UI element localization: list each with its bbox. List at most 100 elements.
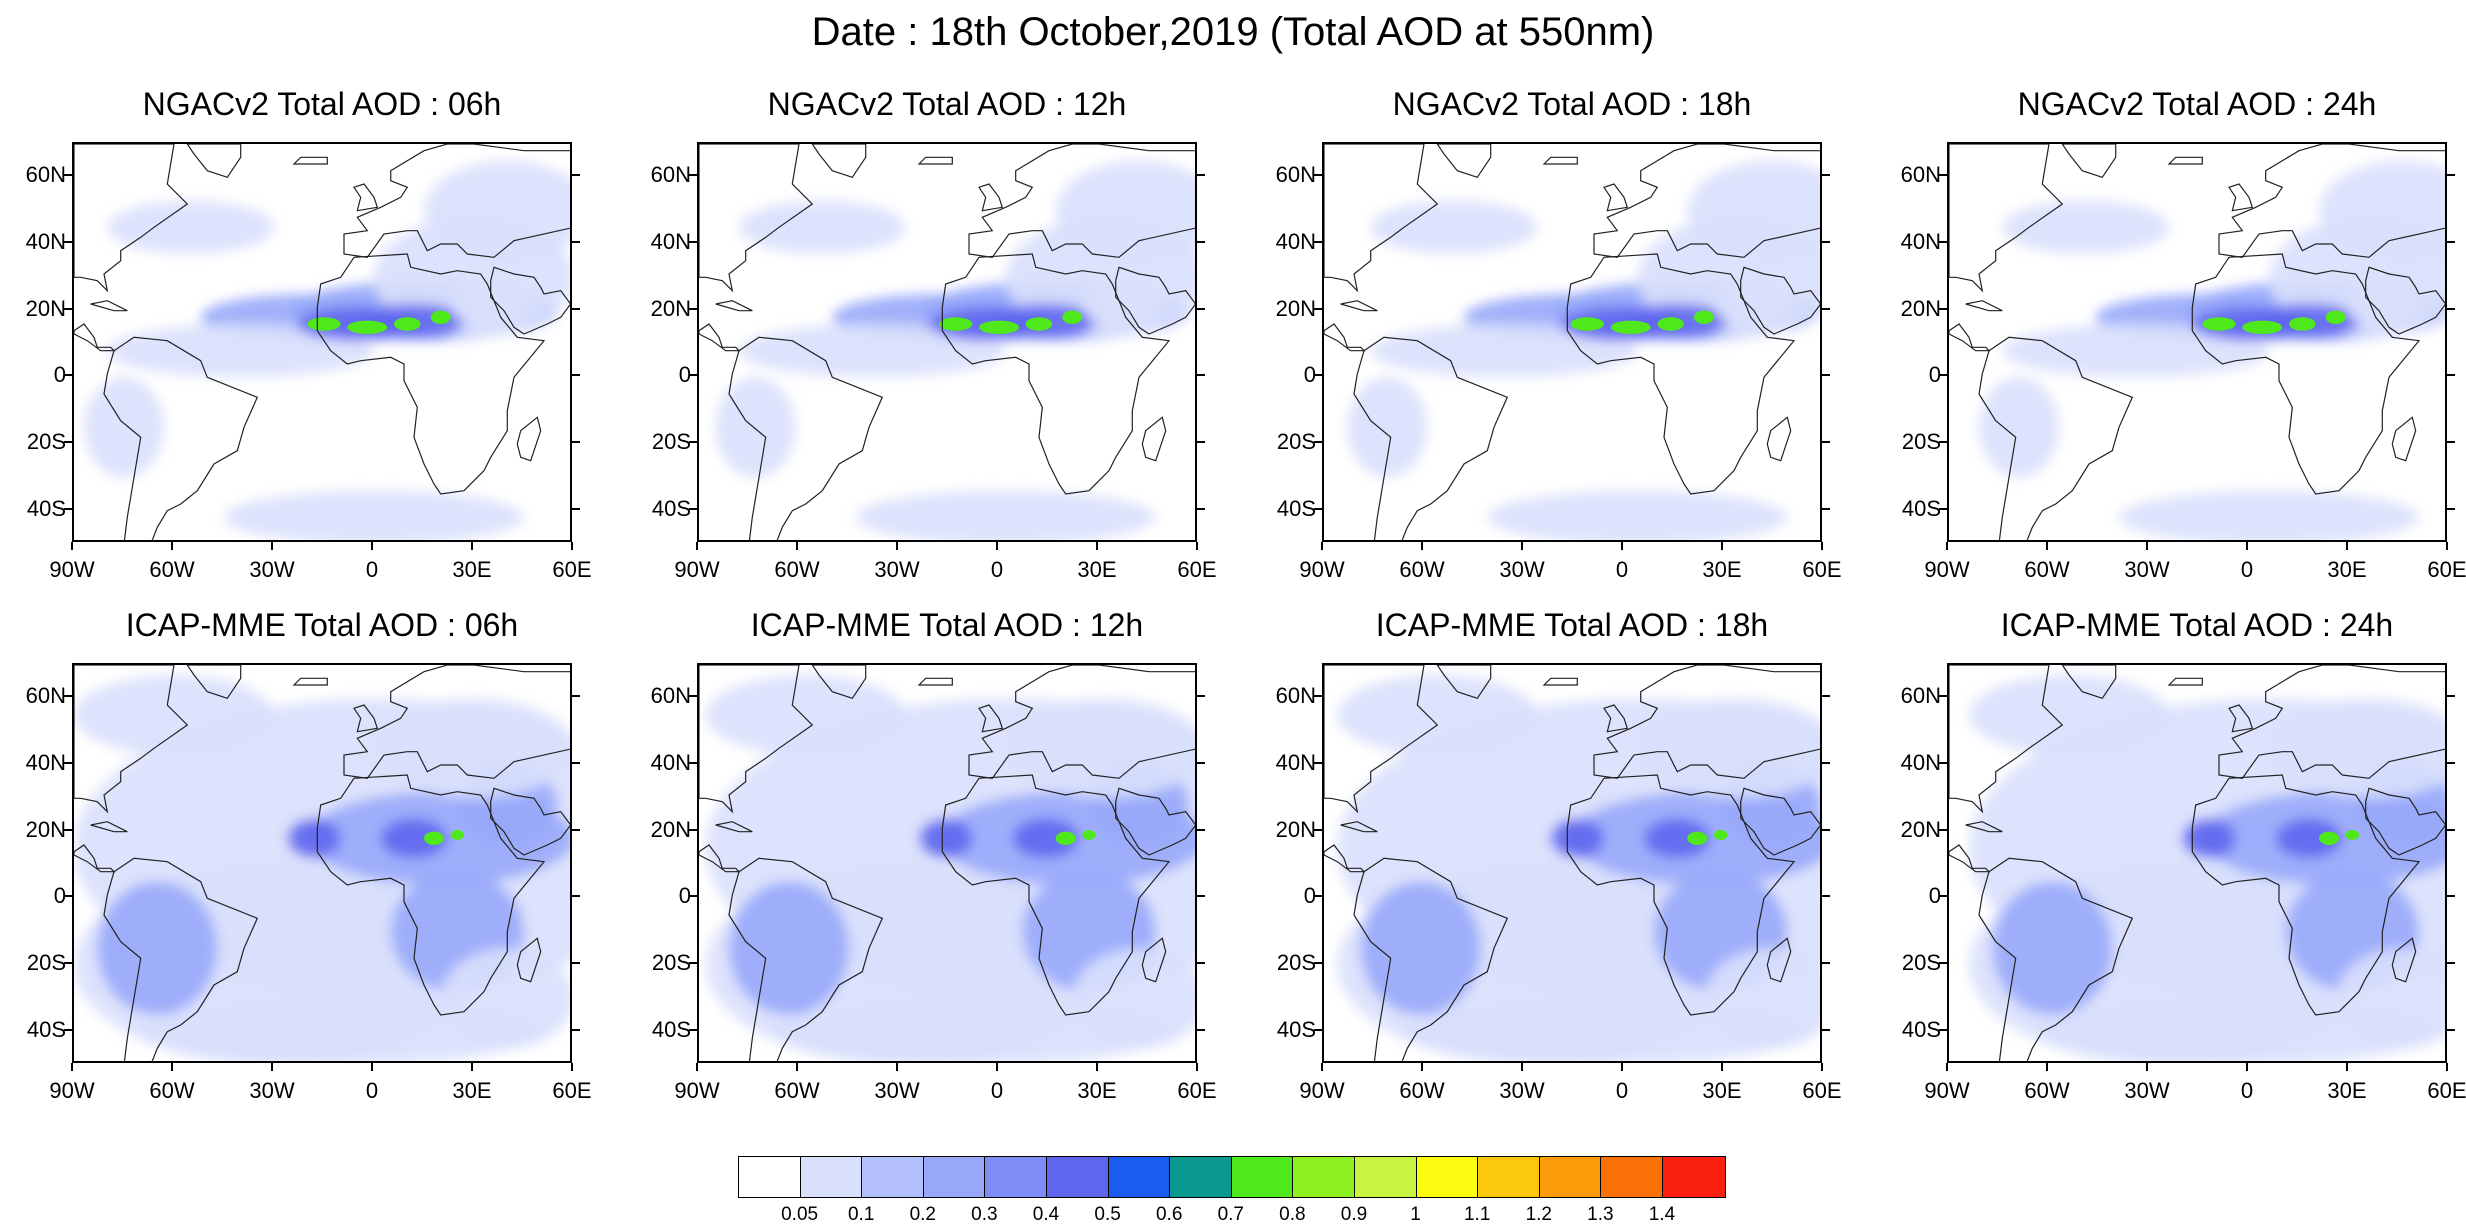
coastline-madagascar: [516, 416, 542, 462]
colorbar-swatch: [1170, 1157, 1232, 1197]
lat-tick: [689, 962, 697, 964]
colorbar-tick-label: 1.1: [1463, 1204, 1491, 1225]
lon-tick-label: 90W: [49, 1078, 95, 1103]
lat-tick: [2447, 441, 2455, 443]
lat-tick: [2447, 828, 2455, 831]
lat-tick: [689, 174, 697, 177]
colorbar-swatch: [1231, 1157, 1294, 1197]
coastline-arabia: [1740, 266, 1820, 335]
coastline-samerica: [1353, 336, 1509, 540]
lat-tick: [1314, 374, 1322, 377]
coastline-central: [74, 323, 116, 352]
aod-map-svg: [74, 665, 570, 1061]
dust-core: [979, 320, 1019, 334]
colorbar-tick-label: 1: [1410, 1204, 1421, 1225]
coastline-central: [1324, 323, 1366, 352]
aod-plume: [1404, 998, 1804, 1061]
figure-title: Date : 18th October,2019 (Total AOD at 5…: [811, 10, 1655, 54]
lon-tick-label: 30E: [452, 1078, 492, 1103]
aod-plume: [2275, 818, 2343, 859]
lat-tick: [64, 374, 72, 377]
lon-tick-label: 30E: [1702, 557, 1742, 582]
lon-tick: [271, 542, 273, 550]
coastline-cuba: [715, 300, 753, 312]
lon-tick: [996, 542, 998, 550]
lat-tick: [1822, 962, 1830, 964]
dust-core: [1062, 310, 1083, 324]
coastline-cuba: [90, 300, 128, 312]
lon-tick-label: 60W: [2024, 1078, 2070, 1103]
aod-plume: [2002, 200, 2169, 254]
lat-tick: [689, 374, 697, 377]
colorbar-swatch: [1046, 1157, 1109, 1197]
coastline-africa: [1566, 774, 1796, 1016]
colorbar-swatch: [862, 1157, 924, 1197]
lon-tick-label: 30E: [452, 557, 492, 582]
aod-map-svg: [1949, 665, 2445, 1061]
coastline-africa: [941, 774, 1171, 1016]
coastline-africa: [1566, 253, 1796, 495]
coastline-arabia: [490, 787, 570, 856]
lat-tick: [689, 307, 697, 310]
coastline-europe: [1593, 665, 1820, 779]
dust-core: [1687, 831, 1708, 845]
lat-tick-label: 20S: [26, 429, 66, 454]
coastline-namerica: [74, 665, 189, 814]
lon-tick-label: 0: [2240, 557, 2254, 582]
coastline-madagascar: [1766, 416, 1792, 462]
lon-tick-label: 60E: [1177, 557, 1217, 582]
lat-tick: [1197, 695, 1205, 698]
lat-tick-label: 20N: [1900, 295, 1941, 321]
lat-tick: [1939, 762, 1947, 764]
lat-tick: [572, 174, 580, 177]
lon-tick: [2046, 1063, 2048, 1071]
lon-tick-label: 60W: [149, 1078, 195, 1103]
aod-map-svg: [1949, 144, 2445, 540]
coastline-central: [74, 844, 116, 873]
aod-plume: [2035, 998, 2436, 1061]
coastline-samerica: [103, 857, 259, 1061]
lon-tick: [1721, 1063, 1723, 1071]
lat-tick: [1197, 441, 1205, 443]
lon-tick-label: 90W: [1924, 1078, 1970, 1103]
map-panel: ICAP-MME Total AOD : 12h 60N 40N 20N 0 20S 40S…: [651, 607, 1217, 1103]
lon-tick: [1821, 1063, 1823, 1071]
coastline-iceland: [917, 156, 953, 165]
lon-tick: [1321, 1063, 1323, 1071]
coastline-cuba: [1965, 821, 2003, 833]
lat-tick: [1822, 441, 1830, 443]
coastline-samerica: [103, 336, 259, 540]
lat-tick-label: 0: [1303, 883, 1316, 909]
colorbar-tick-label: 1.4: [1648, 1204, 1676, 1225]
map-panel: NGACv2 Total AOD : 24h 60N 40N 20N 0 20S 40S 90…: [1901, 86, 2466, 582]
lat-tick: [1939, 307, 1947, 310]
lon-tick: [696, 1063, 698, 1071]
coastline-uk: [2228, 183, 2254, 212]
lon-tick: [371, 1063, 373, 1071]
coastline-africa: [2191, 253, 2421, 495]
aod-plume: [107, 324, 374, 378]
coastline-europe: [1593, 144, 1820, 258]
coastline-uk: [1603, 704, 1629, 733]
aod-plume: [107, 200, 274, 254]
lon-tick: [1096, 542, 1098, 550]
coastline-cuba: [1965, 300, 2003, 312]
dust-core: [1610, 320, 1651, 334]
dust-core: [1657, 317, 1684, 331]
coastline-cuba: [90, 821, 128, 833]
dust-core: [307, 317, 341, 331]
map-panel: NGACv2 Total AOD : 18h 60N 40N 20N 0 20S 40S 90…: [1276, 86, 1842, 582]
coastline-iceland: [1542, 677, 1578, 686]
lon-tick-label: 90W: [49, 557, 95, 582]
coastline-cuba: [1340, 300, 1378, 312]
lon-tick: [2146, 1063, 2148, 1071]
lon-tick: [571, 542, 573, 550]
aod-plume: [705, 675, 906, 755]
lat-tick-label: 40S: [651, 495, 691, 521]
lat-tick-label: 40N: [25, 229, 66, 254]
lat-tick: [1314, 307, 1322, 310]
lon-tick-label: 30W: [874, 1078, 920, 1103]
colorbar-tick-label: 0.8: [1279, 1204, 1306, 1225]
aod-plume: [97, 881, 218, 1015]
lat-tick: [1939, 962, 1947, 964]
